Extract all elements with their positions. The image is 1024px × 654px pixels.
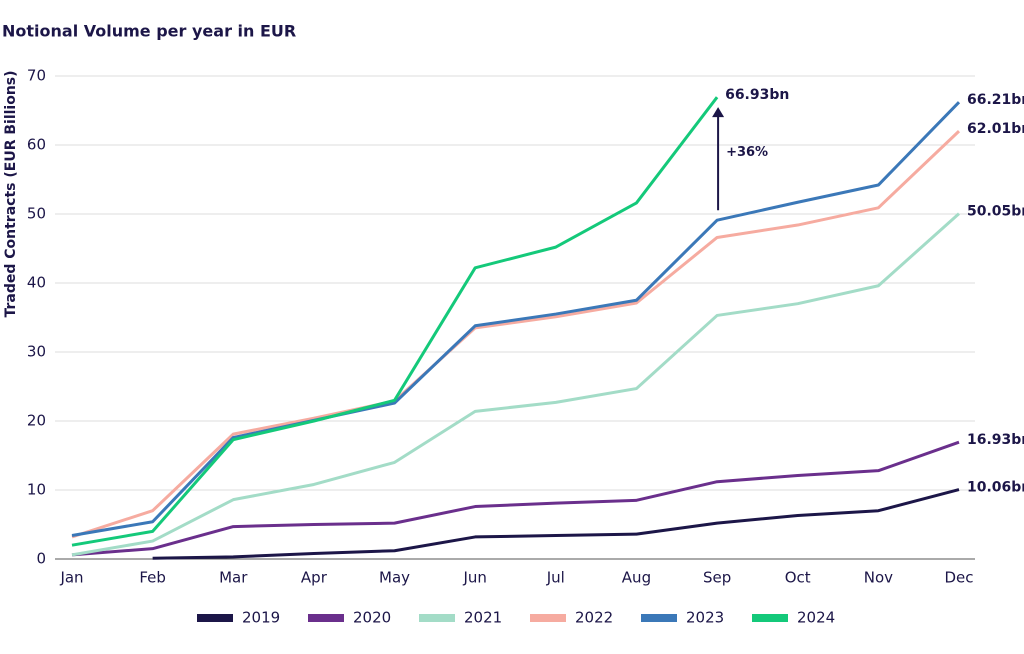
y-axis-label: Traded Contracts (EUR Billions)	[3, 70, 19, 317]
x-tick-label: Oct	[785, 569, 811, 587]
series-line	[71, 212, 960, 557]
legend-label: 2020	[353, 609, 391, 627]
series-line	[71, 101, 961, 538]
series-line	[71, 96, 719, 547]
value-label: 66.93bn	[725, 87, 789, 103]
x-tick-label: Jan	[59, 569, 83, 587]
value-label: 66.21bn	[967, 92, 1024, 108]
series-line	[71, 130, 961, 539]
x-tick-label: Sep	[703, 569, 731, 587]
legend-swatch	[752, 614, 788, 622]
legend-label: 2019	[242, 609, 280, 627]
x-tick-label: Jul	[546, 569, 565, 587]
y-tick-label: 20	[27, 412, 46, 430]
legend-label: 2024	[797, 609, 835, 627]
value-label: 10.06bn	[967, 480, 1024, 496]
legend-swatch	[419, 614, 455, 622]
series-line	[152, 488, 960, 560]
value-label: 16.93bn	[967, 432, 1024, 448]
x-tick-label: Mar	[219, 569, 248, 587]
y-tick-label: 70	[27, 67, 46, 85]
x-tick-label: May	[379, 569, 410, 587]
x-tick-label: Apr	[301, 569, 328, 587]
legend-swatch	[530, 614, 566, 622]
value-label: 50.05bn	[967, 204, 1024, 220]
y-tick-label: 0	[36, 550, 46, 568]
chart-title: Notional Volume per year in EUR	[2, 22, 296, 41]
x-tick-label: Feb	[139, 569, 166, 587]
legend-label: 2021	[464, 609, 502, 627]
legend-swatch	[197, 614, 233, 622]
legend-swatch	[641, 614, 677, 622]
y-tick-label: 30	[27, 343, 46, 361]
series-line	[71, 440, 960, 557]
legend-label: 2023	[686, 609, 724, 627]
y-tick-label: 10	[27, 481, 46, 499]
x-tick-label: Dec	[944, 569, 973, 587]
y-tick-label: 60	[27, 136, 46, 154]
annotation: +36%	[726, 145, 768, 160]
x-tick-label: Jun	[462, 569, 486, 587]
y-tick-label: 50	[27, 205, 46, 223]
x-tick-label: Nov	[864, 569, 893, 587]
value-label: 62.01bn	[967, 121, 1024, 137]
arrow-head	[712, 107, 725, 118]
x-tick-label: Aug	[622, 569, 651, 587]
legend-label: 2022	[575, 609, 613, 627]
legend-swatch	[308, 614, 344, 622]
y-tick-label: 40	[27, 274, 46, 292]
